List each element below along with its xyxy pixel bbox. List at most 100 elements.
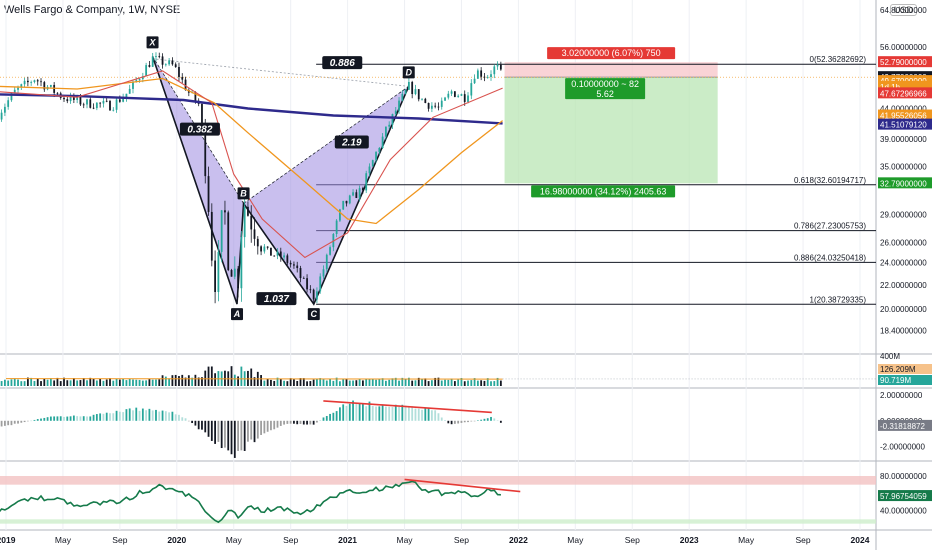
candle-body: [76, 96, 79, 100]
macd-histogram-bar: [132, 410, 134, 421]
price-tick-label: 39.00000000: [880, 135, 927, 144]
volume-bar: [335, 377, 338, 386]
candle-body: [132, 81, 134, 89]
volume-ma: [5, 378, 503, 380]
candle-body: [230, 270, 233, 277]
volume-bar: [417, 377, 420, 386]
macd-histogram-bar: [0, 420, 3, 427]
volume-bar: [43, 378, 46, 386]
volume-bar: [457, 379, 460, 386]
macd-histogram-bar: [447, 420, 450, 424]
macd-histogram-bar: [434, 410, 437, 421]
volume-bar: [414, 380, 417, 386]
candle-body: [20, 84, 23, 88]
macd-histogram-bar: [312, 420, 315, 425]
rsi-tag-label: 57.96754059: [880, 492, 927, 501]
volume-bar: [23, 381, 26, 386]
macd-histogram-bar: [191, 420, 194, 424]
candle-body: [496, 64, 499, 67]
macd-histogram-bar: [79, 416, 82, 421]
volume-bar: [394, 377, 397, 386]
candle-body: [122, 97, 125, 102]
macd-histogram-bar: [214, 420, 217, 444]
macd-histogram-bar: [7, 420, 10, 426]
price-tag: [878, 118, 932, 130]
candle-body: [381, 136, 384, 148]
volume-bar: [450, 378, 453, 386]
candle-body: [204, 122, 207, 177]
volume-bar: [66, 380, 69, 386]
candle-body: [217, 251, 220, 292]
candle-body: [407, 81, 410, 90]
time-tick-label: 2022: [509, 535, 528, 545]
candle-body: [296, 265, 299, 269]
macd-histogram-bar: [23, 420, 26, 423]
macd-histogram-bar: [158, 411, 161, 421]
macd-histogram-bar: [86, 416, 88, 421]
macd-histogram-bar: [342, 404, 345, 421]
candle-body: [457, 95, 460, 97]
volume-bar: [161, 375, 164, 386]
price-tag: [878, 80, 932, 92]
macd-histogram-bar: [240, 420, 243, 451]
pattern-point-label: C: [311, 309, 318, 319]
macd-histogram-bar: [293, 420, 295, 424]
macd-histogram-bar: [444, 420, 446, 421]
macd-histogram-bar: [355, 404, 358, 421]
currency-badge[interactable]: USD: [890, 4, 918, 16]
macd-histogram-bar: [13, 420, 16, 424]
macd-histogram-bar: [174, 414, 177, 421]
volume-bar: [184, 377, 187, 386]
candle-body: [26, 80, 29, 83]
price-tick-label: 22.00000000: [880, 281, 927, 290]
price-tick-label: 20.00000000: [880, 305, 927, 314]
candle-body: [424, 98, 427, 103]
volume-bar: [407, 377, 410, 386]
macd-histogram-bar: [36, 419, 39, 421]
candle-body: [355, 192, 358, 198]
fib-level-label: 1(20.38729335): [810, 295, 867, 304]
macd-histogram-bar: [365, 406, 368, 421]
volume-bar: [362, 380, 364, 386]
volume-bar: [99, 378, 102, 386]
candle-body: [401, 93, 404, 101]
macd-histogram-bar: [319, 420, 322, 421]
volume-bar: [191, 377, 194, 386]
macd-histogram-bar: [273, 420, 276, 430]
macd-histogram-bar: [417, 408, 420, 421]
candle-body: [421, 98, 423, 100]
price-tag: [878, 87, 932, 99]
macd-histogram-bar: [411, 406, 414, 421]
candle-body: [329, 247, 331, 255]
pattern-point-label: B: [240, 188, 247, 198]
volume-bar: [427, 381, 430, 386]
volume-bar: [404, 379, 407, 386]
candle-body: [499, 64, 502, 70]
price-tick-label: 35.00000000: [880, 163, 927, 172]
candle-body: [86, 99, 88, 105]
macd-histogram-bar: [316, 420, 318, 423]
candle-body: [92, 107, 95, 109]
candle-body: [135, 80, 138, 82]
volume-tag: [878, 364, 932, 374]
macd-histogram-bar: [10, 420, 13, 426]
candle-body: [69, 95, 72, 102]
macd-histogram-bar: [138, 410, 141, 421]
pattern-point-badge: [146, 36, 159, 49]
candle-body: [493, 66, 496, 75]
macd-histogram-bar: [197, 420, 200, 430]
macd-histogram-bar: [17, 420, 19, 424]
macd-histogram-bar: [345, 405, 348, 421]
volume-bar: [174, 374, 177, 386]
volume-bar: [473, 378, 476, 386]
candle-body: [17, 87, 19, 90]
macd-histogram-bar: [352, 400, 354, 421]
macd-histogram-bar: [33, 419, 36, 421]
candle-body: [3, 106, 6, 113]
price-tick-label: 56.00000000: [880, 43, 927, 52]
price-tick-label: 18.40000000: [880, 326, 927, 335]
volume-bar: [115, 378, 118, 386]
candle-body: [417, 89, 420, 100]
macd-histogram-bar: [187, 420, 190, 422]
